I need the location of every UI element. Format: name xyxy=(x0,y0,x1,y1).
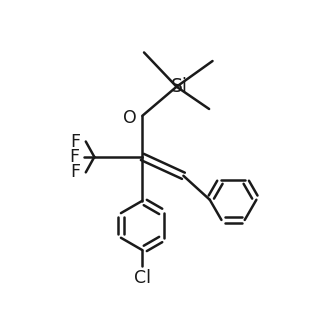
Text: Cl: Cl xyxy=(134,268,151,287)
Text: Si: Si xyxy=(171,76,188,96)
Text: F: F xyxy=(71,132,81,151)
Text: F: F xyxy=(71,164,81,181)
Text: O: O xyxy=(123,109,137,126)
Text: F: F xyxy=(69,148,79,166)
